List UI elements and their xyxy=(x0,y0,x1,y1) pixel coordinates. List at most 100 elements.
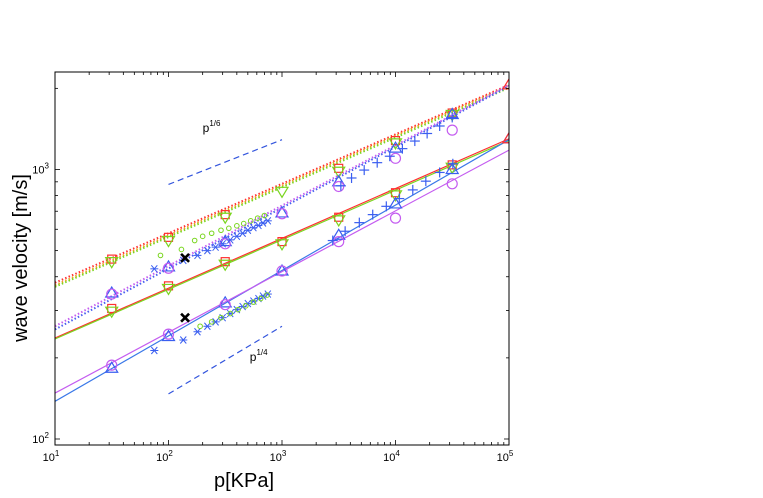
data-point-triangle-down xyxy=(331,166,346,179)
data-point-asterisk-d2 xyxy=(226,236,234,244)
data-point-triangle-down xyxy=(274,239,290,251)
data-point-triangle-up xyxy=(218,295,233,308)
data-point-triangle-down xyxy=(445,109,460,122)
data-point-triangle-down xyxy=(161,235,176,248)
data-point-square xyxy=(390,188,401,198)
data-point-small-circle xyxy=(234,223,240,229)
data-point-square xyxy=(334,163,344,173)
data-point-small-circle xyxy=(157,252,164,259)
data-point-small-circle xyxy=(197,323,203,330)
data-point-circle xyxy=(446,124,458,136)
data-point-x-b xyxy=(180,312,191,323)
data-point-circle xyxy=(106,288,118,300)
data-point-triangle-up xyxy=(331,228,346,240)
data-point-square xyxy=(447,160,457,170)
x-tick-label: 103 xyxy=(270,449,287,464)
data-point-circle xyxy=(276,265,288,277)
data-point-circle xyxy=(276,208,288,220)
data-point-square xyxy=(107,303,117,314)
data-point-asterisk-d2 xyxy=(150,264,158,273)
data-point-small-circle xyxy=(243,303,249,309)
x-tick-label: 101 xyxy=(43,449,60,464)
data-point-square xyxy=(163,232,174,242)
plot-frame xyxy=(54,71,510,446)
data-point-asterisk-d2 xyxy=(226,309,234,318)
data-point-circle xyxy=(162,328,175,340)
data-point-triangle-down xyxy=(218,259,233,272)
data-point-triangle-up xyxy=(104,285,119,298)
plot-area xyxy=(55,72,509,445)
data-point-triangle-up xyxy=(218,234,233,247)
data-point-triangle-down xyxy=(388,190,403,203)
y-axis-title: wave velocity [m/s] xyxy=(10,174,32,343)
fit-line xyxy=(55,85,509,287)
slope-guides xyxy=(168,139,283,395)
data-point-small-circle xyxy=(247,218,254,224)
data-point-x-b xyxy=(180,252,191,263)
data-point-triangle-up xyxy=(388,196,403,209)
data-point-small-circle xyxy=(218,227,224,234)
y-tick-label: 103 xyxy=(32,161,49,176)
data-point-square xyxy=(277,237,287,247)
x-axis-title: p[KPa] xyxy=(214,470,274,492)
data-point-asterisk-d2 xyxy=(203,322,211,331)
data-point-triangle-up xyxy=(161,259,176,272)
data-point-circle xyxy=(162,262,175,274)
data-point-small-circle xyxy=(226,225,232,232)
data-point-square xyxy=(390,135,401,146)
data-point-small-circle xyxy=(257,295,264,302)
data-point-small-circle xyxy=(208,319,215,325)
annotation-label: p1/4 xyxy=(250,348,268,364)
data-point-square xyxy=(163,281,174,291)
data-point-small-circle xyxy=(199,233,206,240)
fit-line xyxy=(55,84,509,328)
data-point-asterisk-d2 xyxy=(212,318,219,326)
fit-line xyxy=(55,83,509,284)
data-point-triangle-down xyxy=(218,212,233,225)
fit-line xyxy=(55,138,509,339)
data-point-small-circle xyxy=(218,314,224,321)
data-point-asterisk-d2 xyxy=(150,346,158,355)
y-tick-label: 102 xyxy=(32,431,49,446)
data-point-circle xyxy=(389,212,402,224)
slope-guide-line xyxy=(168,325,283,395)
data-point-triangle-up xyxy=(274,205,290,218)
data-point-square xyxy=(107,254,117,264)
data-point-small-circle xyxy=(250,299,257,305)
data-point-small-circle xyxy=(264,292,270,298)
data-point-asterisk-d2 xyxy=(264,216,272,225)
fit-line xyxy=(55,86,509,288)
data-point-small-circle xyxy=(208,230,215,237)
data-point-asterisk-d2 xyxy=(212,243,219,251)
data-point-square xyxy=(220,257,230,267)
fit-line xyxy=(55,85,509,331)
data-point-asterisk-d2 xyxy=(264,290,272,298)
data-point-triangle-up xyxy=(161,329,176,342)
data-point-small-circle xyxy=(254,215,261,221)
data-point-small-circle xyxy=(191,237,198,244)
data-point-small-circle xyxy=(235,306,241,313)
data-point-circle xyxy=(389,152,402,164)
data-point-triangle-down xyxy=(331,215,346,228)
annotations: p1/6 p1/4 xyxy=(203,119,268,364)
annotation-label: p1/6 xyxy=(203,119,221,135)
data-point-circle xyxy=(106,359,118,371)
data-point-triangle-down xyxy=(274,186,290,199)
data-point-circle xyxy=(446,178,458,190)
data-point-triangle-down xyxy=(104,257,119,269)
data-point-asterisk-d2 xyxy=(194,251,201,260)
data-point-small-circle xyxy=(261,212,268,219)
data-point-asterisk-d2 xyxy=(239,229,247,238)
tick-labels: 101 102 103 104 105 102 103 xyxy=(32,161,514,464)
slope-guide-line xyxy=(168,139,283,186)
data-point-triangle-up xyxy=(501,77,509,90)
data-point-triangle-up xyxy=(388,140,403,153)
data-point-circle xyxy=(219,299,231,311)
data-point-small-circle xyxy=(240,220,247,227)
data-point-triangle-up xyxy=(501,131,509,144)
data-point-circle xyxy=(333,180,345,193)
data-point-circle xyxy=(333,236,345,248)
data-point-triangle-down xyxy=(104,306,119,319)
data-point-square xyxy=(220,210,230,220)
